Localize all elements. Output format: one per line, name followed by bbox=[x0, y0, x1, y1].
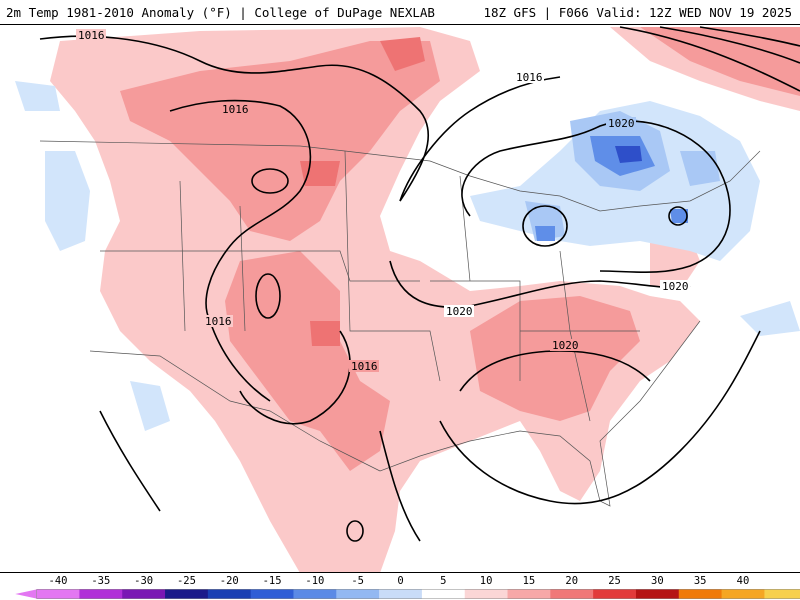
state-line-5 bbox=[430, 280, 521, 381]
colorbar-swatch bbox=[379, 589, 423, 599]
colorbar-tick-label: 20 bbox=[565, 575, 579, 587]
isobar-label: 1016 bbox=[351, 360, 378, 373]
us-canada-border bbox=[39, 140, 761, 212]
isobar-northeast-2 bbox=[659, 26, 800, 64]
warm-hotspot-3 bbox=[310, 321, 340, 346]
cool-anomaly-area-southwest bbox=[130, 381, 170, 431]
cool-strong-area-3 bbox=[670, 209, 688, 223]
colorbar-swatch bbox=[550, 589, 594, 599]
state-line-1 bbox=[100, 250, 420, 282]
colorbar-tick-label: -5 bbox=[351, 575, 365, 587]
colorbar-tick-label: -40 bbox=[48, 575, 68, 587]
isobar-1016-pacific bbox=[99, 410, 161, 512]
isobar-1016-west bbox=[169, 99, 312, 402]
warm-hotspot-1 bbox=[380, 37, 425, 71]
colorbar-tick-label: -15 bbox=[262, 575, 282, 587]
colorbar-swatch bbox=[635, 589, 680, 599]
isobar-closed-2 bbox=[255, 273, 281, 319]
isobar-labels: 1016 1016 1016 1020 1016 1020 1016 1020 … bbox=[76, 29, 690, 373]
map-title: 2m Temp 1981-2010 Anomaly (°F) | College… bbox=[6, 5, 435, 20]
colorbar-tick-label: 35 bbox=[693, 575, 707, 587]
state-line-4 bbox=[344, 150, 441, 382]
isobar-closed-5 bbox=[346, 520, 364, 542]
colorbar-gradient bbox=[15, 589, 800, 599]
isobar-closed-4 bbox=[668, 206, 688, 226]
isobar-1020-great-lakes bbox=[461, 120, 731, 274]
cool-anomaly-area-west bbox=[45, 151, 90, 251]
colorbar-tick-label: 5 bbox=[440, 575, 447, 587]
isobar-contours bbox=[39, 26, 800, 542]
isobar-1016-gulf bbox=[379, 430, 421, 542]
warm-strong-area-1 bbox=[120, 41, 440, 241]
isobar-label: 1020 bbox=[662, 280, 689, 293]
colorbar-swatch bbox=[79, 589, 123, 599]
warm-strong-area-2 bbox=[225, 251, 390, 471]
isobar-1016-southeast bbox=[439, 330, 761, 505]
state-line-3 bbox=[239, 205, 246, 332]
colorbar-tick-label: 10 bbox=[479, 575, 493, 587]
colorbar-tick-label: -10 bbox=[305, 575, 325, 587]
colorbar-swatch bbox=[293, 589, 337, 599]
colorbar-tick-label: 15 bbox=[522, 575, 536, 587]
cool-deep-area bbox=[615, 146, 642, 163]
colorbar-swatch bbox=[207, 589, 252, 599]
us-mexico-border bbox=[89, 350, 381, 472]
isobar-northeast-3 bbox=[699, 26, 800, 47]
colorbar-swatch bbox=[593, 589, 637, 599]
colorbar-tick-label: -30 bbox=[134, 575, 154, 587]
isobar-closed-1 bbox=[251, 168, 289, 194]
cool-anomaly-shading bbox=[15, 81, 800, 431]
cool-medium-area-3 bbox=[680, 151, 720, 186]
colorbar-swatch bbox=[165, 589, 209, 599]
cool-strong-area-2 bbox=[535, 226, 555, 241]
colorbar-swatch bbox=[464, 589, 509, 599]
colorbar-swatch bbox=[507, 589, 551, 599]
state-line-8 bbox=[559, 250, 591, 422]
colorbar-swatch bbox=[336, 589, 380, 599]
isobar-label: 1016 bbox=[78, 29, 105, 42]
state-line-2 bbox=[179, 180, 186, 332]
warm-strong-area-4 bbox=[640, 27, 800, 96]
colorbar-tick-label: 25 bbox=[608, 575, 621, 587]
isobar-label: 1020 bbox=[446, 305, 473, 318]
map-canvas[interactable]: 1016 1016 1016 1020 1016 1020 1016 1020 … bbox=[0, 25, 800, 573]
colorbar-swatch bbox=[764, 589, 800, 599]
isobar-label: 1020 bbox=[608, 117, 635, 130]
gulf-coast bbox=[379, 320, 701, 507]
colorbar-min-arrow bbox=[15, 589, 39, 599]
colorbar-tick-label: -20 bbox=[219, 575, 239, 587]
cool-anomaly-area-atlantic bbox=[740, 301, 800, 336]
isobar-closed-3 bbox=[522, 205, 568, 247]
model-run-info: 18Z GFS | F066 Valid: 12Z WED NOV 19 202… bbox=[483, 5, 792, 20]
colorbar-outline bbox=[36, 589, 800, 599]
colorbar-swatch bbox=[36, 589, 80, 599]
colorbar-swatch bbox=[250, 589, 294, 599]
isobar-northeast-1 bbox=[619, 26, 800, 92]
isobar-1020-central bbox=[389, 260, 691, 308]
isobar-1016-south bbox=[239, 330, 351, 425]
colorbar: -40 -35 -30 -25 -20 -15 -10 -5 0 5 10 15 20 25 30 35 40 bbox=[0, 573, 800, 600]
colorbar-tick-label: -35 bbox=[91, 575, 111, 587]
colorbar-tick-label: -25 bbox=[176, 575, 196, 587]
colorbar-swatch bbox=[678, 589, 723, 599]
header: 2m Temp 1981-2010 Anomaly (°F) | College… bbox=[0, 0, 800, 24]
colorbar-swatch bbox=[721, 589, 765, 599]
isobar-label: 1016 bbox=[516, 71, 543, 84]
colorbar-swatch bbox=[122, 589, 166, 599]
colorbar-tick-label: 0 bbox=[397, 575, 404, 587]
colorbar-tick-label: 40 bbox=[736, 575, 750, 587]
warm-strong-area-3 bbox=[470, 296, 640, 421]
colorbar-tick-labels: -40 -35 -30 -25 -20 -15 -10 -5 0 5 10 15 20 25 30 35 40 bbox=[0, 575, 800, 587]
cool-anomaly-area-northwest bbox=[15, 81, 60, 111]
isobar-label: 1020 bbox=[552, 339, 579, 352]
warm-anomaly-shading bbox=[50, 27, 800, 572]
isobar-label: 1016 bbox=[205, 315, 232, 328]
map-panel[interactable]: 1016 1016 1016 1020 1016 1020 1016 1020 … bbox=[0, 24, 800, 573]
warm-hotspot-2 bbox=[300, 161, 340, 186]
isobar-1016-north bbox=[39, 35, 430, 202]
colorbar-tick-label: 30 bbox=[651, 575, 664, 587]
isobar-label: 1016 bbox=[222, 103, 249, 116]
colorbar-swatch bbox=[421, 589, 466, 599]
